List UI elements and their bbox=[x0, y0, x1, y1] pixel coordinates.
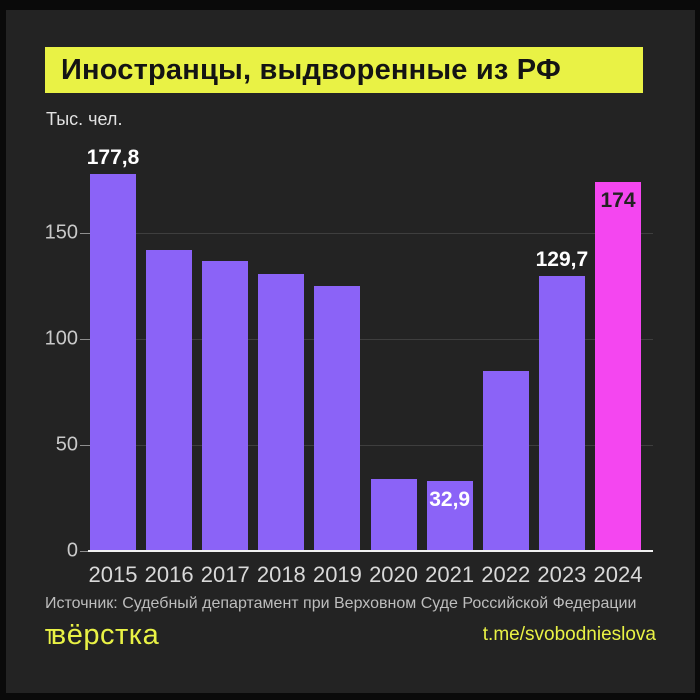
telegram-link[interactable]: t.me/svobodnieslova bbox=[482, 624, 656, 645]
x-axis-label-2019: 2019 bbox=[312, 562, 362, 587]
x-axis-label-2018: 2018 bbox=[256, 562, 306, 587]
frame-edge-bottom bbox=[0, 693, 700, 700]
bar-2024 bbox=[595, 182, 641, 551]
y-tick-mark-150 bbox=[80, 233, 90, 235]
value-label-2023: 129,7 bbox=[535, 248, 589, 272]
bar-2019 bbox=[314, 286, 361, 551]
frame-edge-top bbox=[0, 0, 700, 10]
y-tick-label-150: 150 bbox=[44, 221, 78, 244]
y-tick-mark-0 bbox=[80, 551, 90, 552]
bar-2017 bbox=[202, 260, 249, 551]
x-axis-line bbox=[88, 550, 653, 552]
source-note: Источник: Судебный департамент при Верхо… bbox=[45, 595, 637, 612]
y-tick-label-100: 100 bbox=[44, 327, 78, 350]
logo-mark: т bbox=[44, 619, 55, 651]
y-axis-units-label: Тыс. чел. bbox=[46, 109, 123, 129]
bar-2022 bbox=[482, 370, 529, 551]
gridline-100 bbox=[88, 339, 653, 341]
logo-text: вёрстка bbox=[50, 619, 160, 651]
x-axis-label-2023: 2023 bbox=[537, 562, 587, 587]
y-tick-label-50: 50 bbox=[55, 433, 78, 456]
bar-2020 bbox=[370, 478, 417, 551]
frame-edge-right bbox=[695, 0, 700, 700]
value-label-2021: 32,9 bbox=[429, 488, 471, 512]
bar-2023 bbox=[538, 276, 585, 551]
x-axis-label-2021: 2021 bbox=[425, 562, 475, 587]
bar-2018 bbox=[258, 274, 305, 551]
y-tick-mark-50 bbox=[80, 445, 90, 447]
verstka-logo: твёрстка bbox=[43, 619, 159, 652]
y-tick-label-0: 0 bbox=[66, 539, 78, 562]
title-banner: Иностранцы, выдворенные из РФ bbox=[45, 47, 643, 93]
x-axis-label-2022: 2022 bbox=[481, 562, 531, 587]
gridline-50 bbox=[88, 445, 653, 447]
bar-2016 bbox=[146, 250, 193, 551]
frame-edge-left bbox=[0, 0, 6, 700]
bar-2021 bbox=[426, 481, 473, 551]
y-tick-mark-100 bbox=[80, 339, 90, 341]
x-axis-label-2020: 2020 bbox=[369, 562, 419, 587]
gridline-150 bbox=[88, 233, 653, 235]
x-axis-label-2016: 2016 bbox=[144, 562, 194, 587]
value-label-2015: 177,8 bbox=[86, 146, 140, 170]
x-axis-label-2017: 2017 bbox=[200, 562, 250, 587]
value-label-2024: 174 bbox=[600, 189, 636, 213]
page-title: Иностранцы, выдворенные из РФ bbox=[61, 53, 561, 86]
bar-2015 bbox=[90, 174, 136, 551]
x-axis-label-2024: 2024 bbox=[593, 562, 643, 587]
x-axis-label-2015: 2015 bbox=[88, 562, 138, 587]
